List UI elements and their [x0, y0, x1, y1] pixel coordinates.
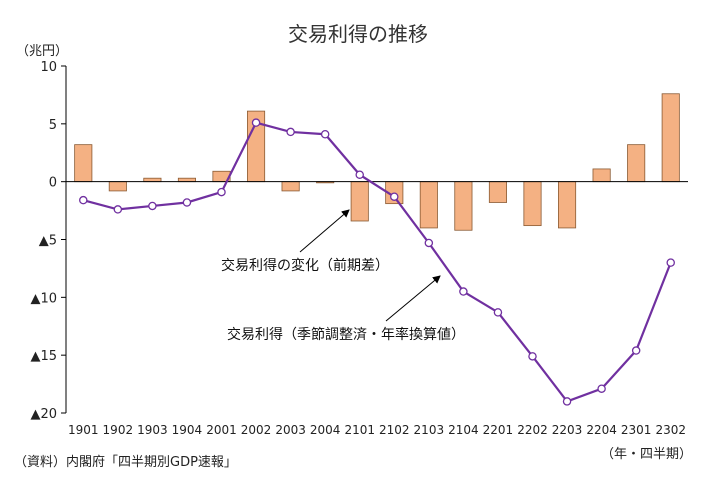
line-point [217, 187, 226, 197]
line-point [390, 192, 399, 201]
axes [65, 66, 688, 413]
x-axis-unit-label: （年・四半期） [600, 447, 692, 462]
bar [108, 181, 127, 192]
line-point [113, 205, 123, 214]
y-tick-label: ▲20 [30, 407, 57, 422]
line-point [666, 258, 675, 267]
bar [558, 181, 577, 229]
x-tick-label: 2301 [621, 423, 652, 437]
line-point [286, 127, 295, 137]
bar [454, 181, 473, 231]
x-tick-label: 2302 [655, 423, 686, 437]
bar [627, 144, 646, 183]
y-tick-label: 5 [49, 118, 57, 133]
bar [592, 168, 611, 183]
bar [523, 181, 542, 227]
x-tick-label: 2104 [448, 423, 479, 437]
line-point [251, 118, 261, 127]
annotation-line-arrow [385, 275, 441, 322]
y-tick-label: 0 [49, 176, 57, 191]
chart-title: 交易利得の推移 [288, 22, 428, 46]
x-tick-label: 1903 [137, 423, 168, 437]
y-tick-label: ▲5 [39, 234, 57, 249]
source-note: （資料）内閣府「四半期別GDP速報」 [14, 455, 237, 470]
annotation-bar-arrow [299, 209, 350, 253]
bar [143, 177, 162, 183]
line-path [82, 121, 672, 403]
line-point [528, 352, 537, 361]
x-tick-label: 2204 [586, 423, 617, 437]
bar [661, 93, 680, 183]
line-point [148, 201, 157, 211]
x-tick-label: 2004 [310, 423, 341, 437]
x-tick-label: 1901 [68, 423, 99, 437]
x-tick-label: 2101 [344, 423, 375, 437]
line-point [182, 198, 192, 207]
line-point [562, 397, 572, 406]
line-point [631, 346, 641, 355]
x-tick-label: 2002 [241, 423, 272, 437]
line-series [79, 118, 675, 406]
line-point [493, 308, 503, 317]
bar [281, 181, 300, 192]
x-axis-ticks: 1901 1902 1903 1904 2001 2002 2003 2004 2101 2102… [68, 423, 686, 437]
bar [74, 144, 93, 183]
line-point [424, 238, 434, 248]
bar [177, 177, 196, 183]
annotation-bar-label: 交易利得の変化（前期差） [221, 257, 389, 274]
line-point [79, 195, 88, 205]
annotations: 交易利得の変化（前期差） 交易利得（季節調整済・年率換算値） [221, 209, 465, 343]
x-tick-label: 2001 [206, 423, 237, 437]
annotation-line-label: 交易利得（季節調整済・年率換算値） [227, 326, 465, 343]
x-tick-label: 2103 [414, 423, 445, 437]
line-point [597, 384, 606, 393]
y-tick-label: ▲15 [30, 349, 57, 364]
x-tick-label: 2203 [552, 423, 583, 437]
bar [419, 181, 438, 229]
x-tick-label: 1904 [172, 423, 203, 437]
line-point [459, 287, 468, 296]
y-tick-label: ▲10 [30, 291, 57, 306]
bar-series [74, 93, 680, 231]
bar [350, 181, 369, 222]
y-tick-label: 10 [40, 60, 57, 75]
y-axis-unit-label: （兆円） [16, 44, 69, 59]
x-tick-label: 2202 [517, 423, 548, 437]
bar [488, 181, 507, 203]
line-point [320, 129, 330, 139]
y-axis-ticks: 10 5 0 ▲5 ▲10 ▲15 ▲20 [30, 60, 66, 422]
x-tick-label: 2102 [379, 423, 410, 437]
x-tick-label: 2201 [483, 423, 514, 437]
line-point [355, 170, 364, 179]
x-tick-label: 2003 [275, 423, 306, 437]
x-tick-label: 1902 [103, 423, 134, 437]
